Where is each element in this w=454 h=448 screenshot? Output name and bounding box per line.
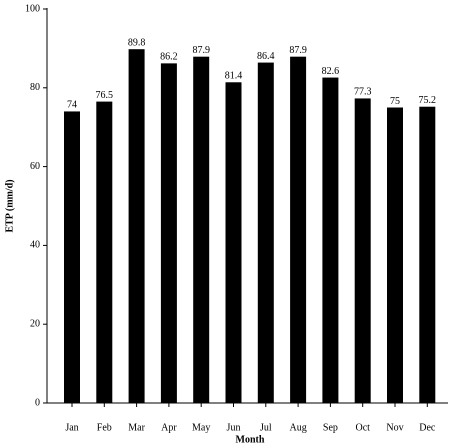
x-axis-title: Month xyxy=(236,434,265,445)
value-label: 82.6 xyxy=(322,66,340,77)
x-tick-label: Aug xyxy=(289,422,306,433)
bar xyxy=(387,107,403,403)
bar xyxy=(290,56,307,403)
y-tick-label: 80 xyxy=(30,82,40,93)
value-label: 75 xyxy=(390,96,400,107)
bar xyxy=(64,111,80,403)
y-tick-label: 100 xyxy=(25,3,40,14)
value-label: 74 xyxy=(67,100,77,111)
x-tick-label: Oct xyxy=(355,422,370,433)
value-label: 87.9 xyxy=(192,45,210,56)
x-tick-label: May xyxy=(192,422,210,433)
bar xyxy=(193,56,210,403)
value-label: 75.2 xyxy=(419,95,437,106)
y-tick-label: 0 xyxy=(35,397,40,408)
bar xyxy=(322,77,339,403)
y-axis-title: ETP (mm/d) xyxy=(4,179,15,232)
value-label: 87.9 xyxy=(289,45,307,56)
x-tick-label: Feb xyxy=(97,422,112,433)
bar xyxy=(160,63,177,403)
y-tick-label: 40 xyxy=(30,240,40,251)
value-label: 86.2 xyxy=(160,52,178,63)
bar xyxy=(128,49,145,404)
bar xyxy=(419,106,436,403)
x-tick-label: Dec xyxy=(419,422,436,433)
bar xyxy=(96,101,113,403)
x-tick-label: Jun xyxy=(227,422,241,433)
x-tick-label: Sep xyxy=(323,422,338,433)
x-tick-label: Apr xyxy=(161,422,177,433)
x-tick-label: Jan xyxy=(65,422,78,433)
bar xyxy=(257,62,274,404)
x-tick-label: Nov xyxy=(386,422,403,433)
value-label: 77.3 xyxy=(354,87,372,98)
x-tick-label: Jul xyxy=(260,422,272,433)
value-label: 86.4 xyxy=(257,51,275,62)
value-label: 89.8 xyxy=(128,37,146,48)
bar xyxy=(354,98,371,404)
bar xyxy=(225,82,242,403)
value-label: 76.5 xyxy=(96,90,114,101)
x-tick-label: Mar xyxy=(128,422,145,433)
y-tick-label: 60 xyxy=(30,161,40,172)
value-label: 81.4 xyxy=(225,71,243,82)
y-tick-label: 20 xyxy=(30,318,40,329)
